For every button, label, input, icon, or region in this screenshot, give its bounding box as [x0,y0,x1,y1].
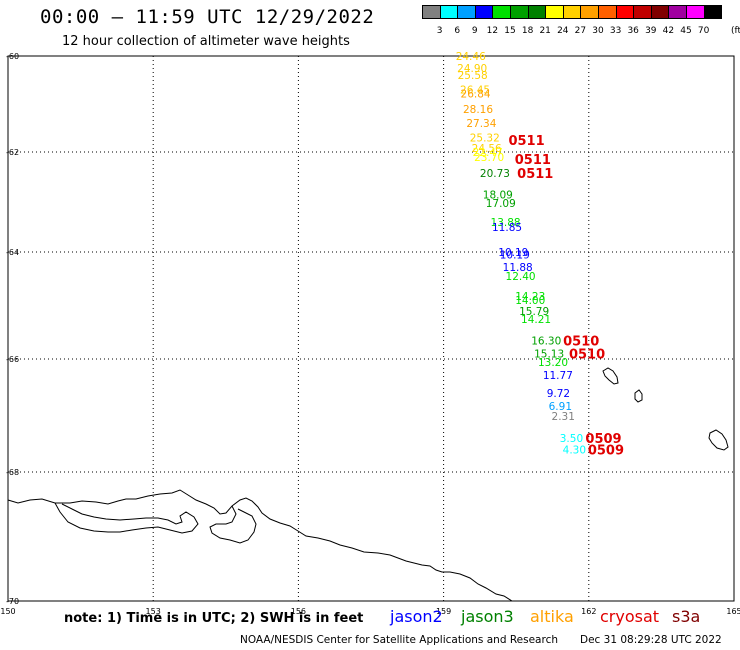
longitude-label: 150 [0,607,15,616]
longitude-label: 159 [436,607,451,616]
satellite-legend-s3a: s3a [672,607,701,626]
wave-height-label: 3.50 [560,433,583,445]
coastline-inlet [54,502,199,534]
colorbar-tick-label: 6 [454,26,461,36]
colorbar-tick-label: 15 [504,26,516,36]
colorbar-tick-label: 9 [471,26,478,36]
wave-height-label: 25.58 [458,70,488,82]
satellite-legend-jason3: jason3 [461,607,514,626]
wave-height-label: 26.45 [460,85,490,97]
wave-height-label: 12.40 [506,271,536,283]
wave-height-label: 28.16 [463,104,493,116]
wave-height-label: 24.46 [456,51,486,63]
footer-note: note: 1) Time is in UTC; 2) SWH is in fe… [64,611,364,626]
wave-height-label: 26.84 [461,88,491,100]
colorbar-tick-label: 27 [574,26,587,36]
satellite-legend-cryosat: cryosat [600,607,660,626]
wave-height-label: 27.34 [466,118,496,130]
wave-height-label: 11.77 [543,370,573,382]
pass-time-label: 0510 [563,334,599,349]
credit-line: NOAA/NESDIS Center for Satellite Applica… [240,634,558,646]
colorbar-tick-label: 36 [627,26,639,36]
wave-height-label: 23.70 [474,152,504,164]
wave-height-label: 16.30 [531,335,561,347]
map-title: 00:00 – 11:59 UTC 12/29/2022 [40,6,375,28]
pass-time-label: 0511 [515,153,551,168]
latitude-label: -62 [6,148,19,157]
wave-height-label: 18.09 [483,190,513,202]
satellite-legend-jason2: jason2 [390,607,443,626]
colorbar-unit: (ft) [731,26,740,36]
wave-height-label: 13.88 [491,217,521,229]
wave-height-label: 14.00 [515,295,545,307]
wave-height-label: 11.85 [492,222,522,234]
colorbar-tick-label: 24 [557,26,569,36]
graticule: 150 153 156 159 162 165 -60 -62 -64 -66 -68 -70 [0,52,740,616]
colorbar-tick-label: 18 [521,26,534,36]
latitude-label: -60 [6,52,19,61]
wave-height-label: 2.31 [552,411,575,423]
pass-time-label: 0511 [508,134,544,149]
colorbar-tick-label: 33 [609,26,622,36]
wave-height-label: 15.79 [519,306,549,318]
wave-height-label: 24.90 [457,63,487,75]
island-3 [708,429,729,451]
wave-height-label: 14.23 [515,291,545,303]
island-2 [634,389,643,403]
colorbar-tick-label: 45 [680,26,692,36]
satellite-legend-altika: altika [530,607,574,626]
wave-height-label: 13.20 [538,357,568,369]
island-1 [602,367,619,385]
colorbar-tick-label: 12 [486,26,499,36]
wave-height-label: 14.21 [521,314,551,326]
wave-height-label: 24.56 [472,143,502,155]
wave-height-label: 15.13 [534,349,564,361]
map-frame [7,55,735,602]
longitude-label: 156 [291,607,306,616]
coastline-bay [209,505,257,544]
map-subtitle: 12 hour collection of altimeter wave hei… [62,34,350,49]
colorbar-tick-label: 39 [645,26,657,36]
latitude-label: -64 [6,248,19,257]
colorbar-swatch [703,5,723,19]
latitude-label: -66 [6,355,19,364]
colorbar-tick-label: 3 [436,26,443,36]
wave-height-label: 22.47 [473,147,503,159]
longitude-label: 162 [581,607,596,616]
latitude-label: -68 [6,468,19,477]
antarctic-coastline [7,489,513,602]
colorbar-tick-label: 30 [592,26,604,36]
wave-height-label: 10.19 [498,247,528,259]
coastline [7,367,729,602]
timestamp: Dec 31 08:29:28 UTC 2022 [580,634,722,646]
wave-height-label: 20.73 [480,168,510,180]
pass-time-label: 0509 [588,443,624,458]
pass-time-label: 0509 [585,432,621,447]
longitude-label: 165 [726,607,740,616]
wave-height-label: 10.19 [500,250,530,262]
latitude-label: -70 [6,597,19,606]
longitude-label: 153 [146,607,161,616]
colorbar-tick-label: 42 [662,26,675,36]
pass-time-label: 0510 [569,348,605,363]
wave-height-label: 4.30 [563,444,586,456]
wave-height-label: 11.88 [503,262,533,274]
pass-time-label: 0511 [517,167,553,182]
wave-height-label: 9.72 [547,388,570,400]
wave-height-label: 17.09 [486,198,516,210]
colorbar-tick-label: 70 [697,26,710,36]
wave-height-label: 6.91 [549,401,572,413]
wave-height-label: 25.32 [470,133,500,145]
colorbar-tick-label: 21 [539,26,551,36]
